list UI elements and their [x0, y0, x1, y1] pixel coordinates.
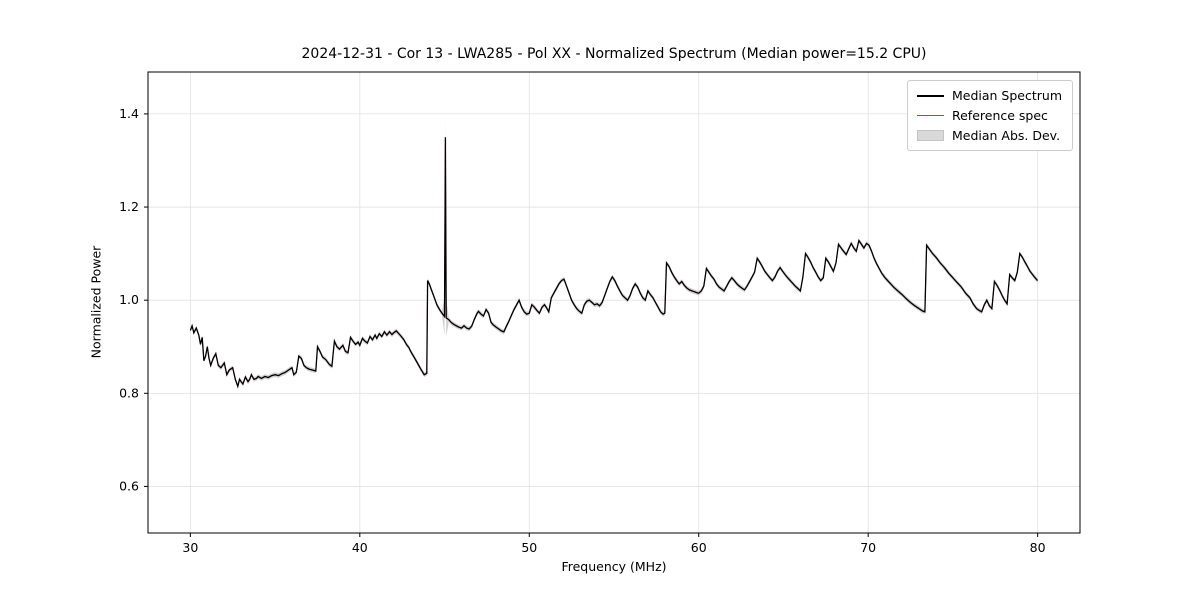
svg-text:50: 50: [521, 540, 537, 555]
legend-label: Median Abs. Dev.: [951, 128, 1061, 143]
legend-label: Median Spectrum: [951, 88, 1062, 103]
svg-text:40: 40: [352, 540, 368, 555]
reference-spec-line-swatch: [916, 114, 944, 117]
median-abs-dev-patch-swatch: [916, 130, 944, 141]
chart-title: 2024-12-31 - Cor 13 - LWA285 - Pol XX - …: [301, 46, 927, 62]
svg-text:30: 30: [182, 540, 198, 555]
y-axis-label: Normalized Power: [88, 245, 104, 359]
x-axis-label: Frequency (MHz): [561, 559, 667, 574]
svg-text:1.0: 1.0: [119, 292, 139, 307]
legend-label: Reference spec: [951, 108, 1048, 123]
legend: Median Spectrum Reference spec Median Ab…: [906, 80, 1073, 151]
svg-text:0.6: 0.6: [119, 478, 139, 493]
svg-text:60: 60: [691, 540, 707, 555]
svg-text:0.8: 0.8: [119, 385, 139, 400]
svg-text:70: 70: [860, 540, 876, 555]
svg-text:1.4: 1.4: [119, 106, 139, 121]
legend-item-reference-spec: Reference spec: [916, 108, 1062, 123]
median-spectrum-line-swatch: [916, 94, 944, 97]
svg-text:80: 80: [1030, 540, 1046, 555]
legend-item-median-abs-dev: Median Abs. Dev.: [916, 128, 1062, 143]
legend-item-median-spectrum: Median Spectrum: [916, 88, 1062, 103]
svg-text:1.2: 1.2: [119, 199, 139, 214]
